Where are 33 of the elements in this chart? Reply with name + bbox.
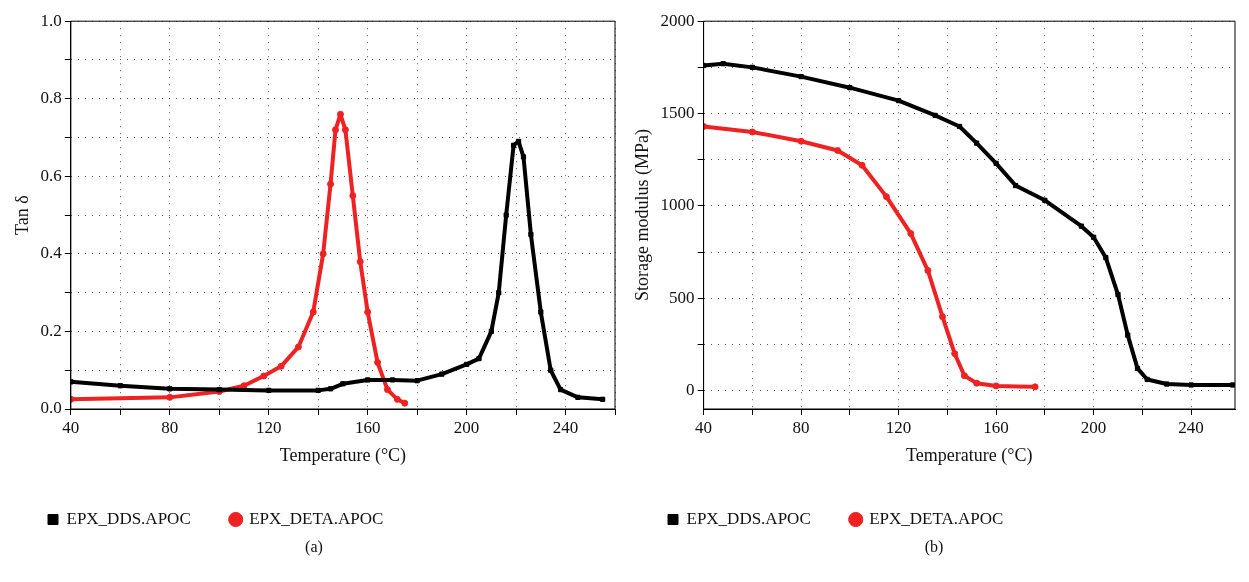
legend-label: EPX_DDS.APOC — [66, 508, 191, 528]
legend-label: EPX_DETA.APOC — [869, 508, 1004, 528]
x-axis-title: Temperature (°C) — [906, 444, 1033, 466]
x-tick-label: 120 — [255, 417, 282, 437]
y-tick-label: 1500 — [660, 103, 695, 122]
y-tick-label: 2000 — [660, 10, 695, 30]
x-tick-label: 80 — [792, 417, 810, 437]
y-axis-title: Tan δ — [11, 195, 32, 235]
text: 0.0 — [40, 398, 62, 418]
y-tick-label: 0.4 — [40, 243, 63, 263]
x-tick-label: 40 — [62, 417, 80, 437]
text: (b) — [924, 538, 944, 556]
x-tick-label: 240 — [1178, 417, 1204, 437]
x-tick-label: 160 — [354, 417, 381, 437]
y-tick-label: 0.8 — [40, 88, 62, 108]
y-tick-label: 0 — [686, 380, 695, 399]
x-tick-label: 80 — [161, 417, 179, 437]
y-tick-label: 500 — [669, 287, 695, 307]
text: (a) — [305, 538, 323, 556]
x-tick-label: 160 — [983, 417, 1009, 437]
x-axis-title: Temperature (°C) — [279, 444, 407, 466]
x-tick-label: 240 — [552, 417, 579, 437]
text: 1.0 — [40, 10, 62, 30]
x-tick-label: 200 — [1080, 417, 1107, 437]
legend-label: EPX_DDS.APOC — [686, 508, 811, 528]
y-tick-label: 1000 — [660, 195, 695, 215]
y-axis-title: Storage modulus (MPa) — [631, 129, 653, 302]
legend-label: EPX_DETA.APOC — [249, 508, 384, 528]
x-tick-label: 200 — [453, 417, 480, 437]
y-tick-label: 0.2 — [40, 320, 62, 340]
x-tick-label: 120 — [885, 417, 912, 437]
y-tick-label: 0.6 — [40, 165, 62, 185]
x-tick-label: 40 — [695, 417, 713, 437]
